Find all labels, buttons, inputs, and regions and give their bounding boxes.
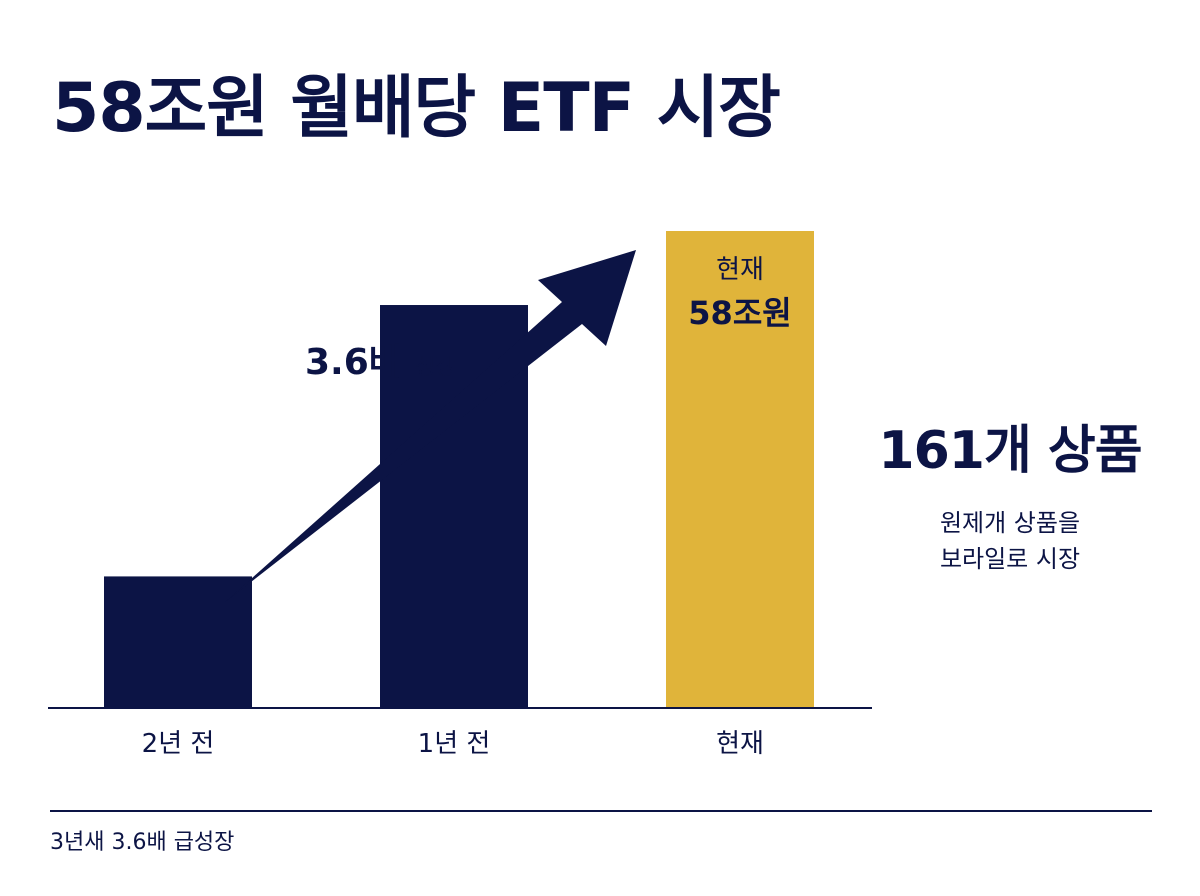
side-stat-description: 원제개 상품을 보라일로 시장 — [860, 505, 1160, 577]
x-tick-label-2: 1년 전 — [418, 729, 491, 759]
growth-label: 3.6배 성장 — [305, 342, 455, 383]
footer-divider — [50, 810, 1152, 812]
growth-label-sub: 성장 — [415, 355, 455, 380]
x-tick-label-1: 2년 전 — [142, 729, 215, 759]
bar-3 — [666, 231, 814, 708]
side-stat-desc-line1: 원제개 상품을 — [939, 509, 1081, 537]
bar-chart: 2년 전 1년 전 현재 3.6배 성장 현재 58조원 — [48, 231, 872, 759]
growth-arrow — [224, 250, 636, 603]
bar-1 — [104, 576, 252, 708]
page-title: 58조원 월배당 ETF 시장 — [52, 69, 781, 148]
current-bar-label-line2: 58조원 — [688, 294, 791, 332]
footnote: 3년새 3.6배 급성장 — [50, 830, 235, 855]
side-stat: 161개 상품 원제개 상품을 보라일로 시장 — [860, 408, 1160, 577]
bars-group — [104, 231, 814, 708]
growth-label-main: 3.6배 — [305, 342, 402, 383]
side-stat-desc-line2: 보라일로 시장 — [939, 545, 1081, 573]
growth-arrow-icon — [224, 250, 636, 603]
x-tick-label-3: 현재 — [716, 729, 764, 759]
current-bar-label-line1: 현재 — [716, 255, 764, 285]
x-axis-ticks: 2년 전 1년 전 현재 — [142, 729, 764, 759]
product-count: 161개 상품 — [878, 421, 1142, 481]
